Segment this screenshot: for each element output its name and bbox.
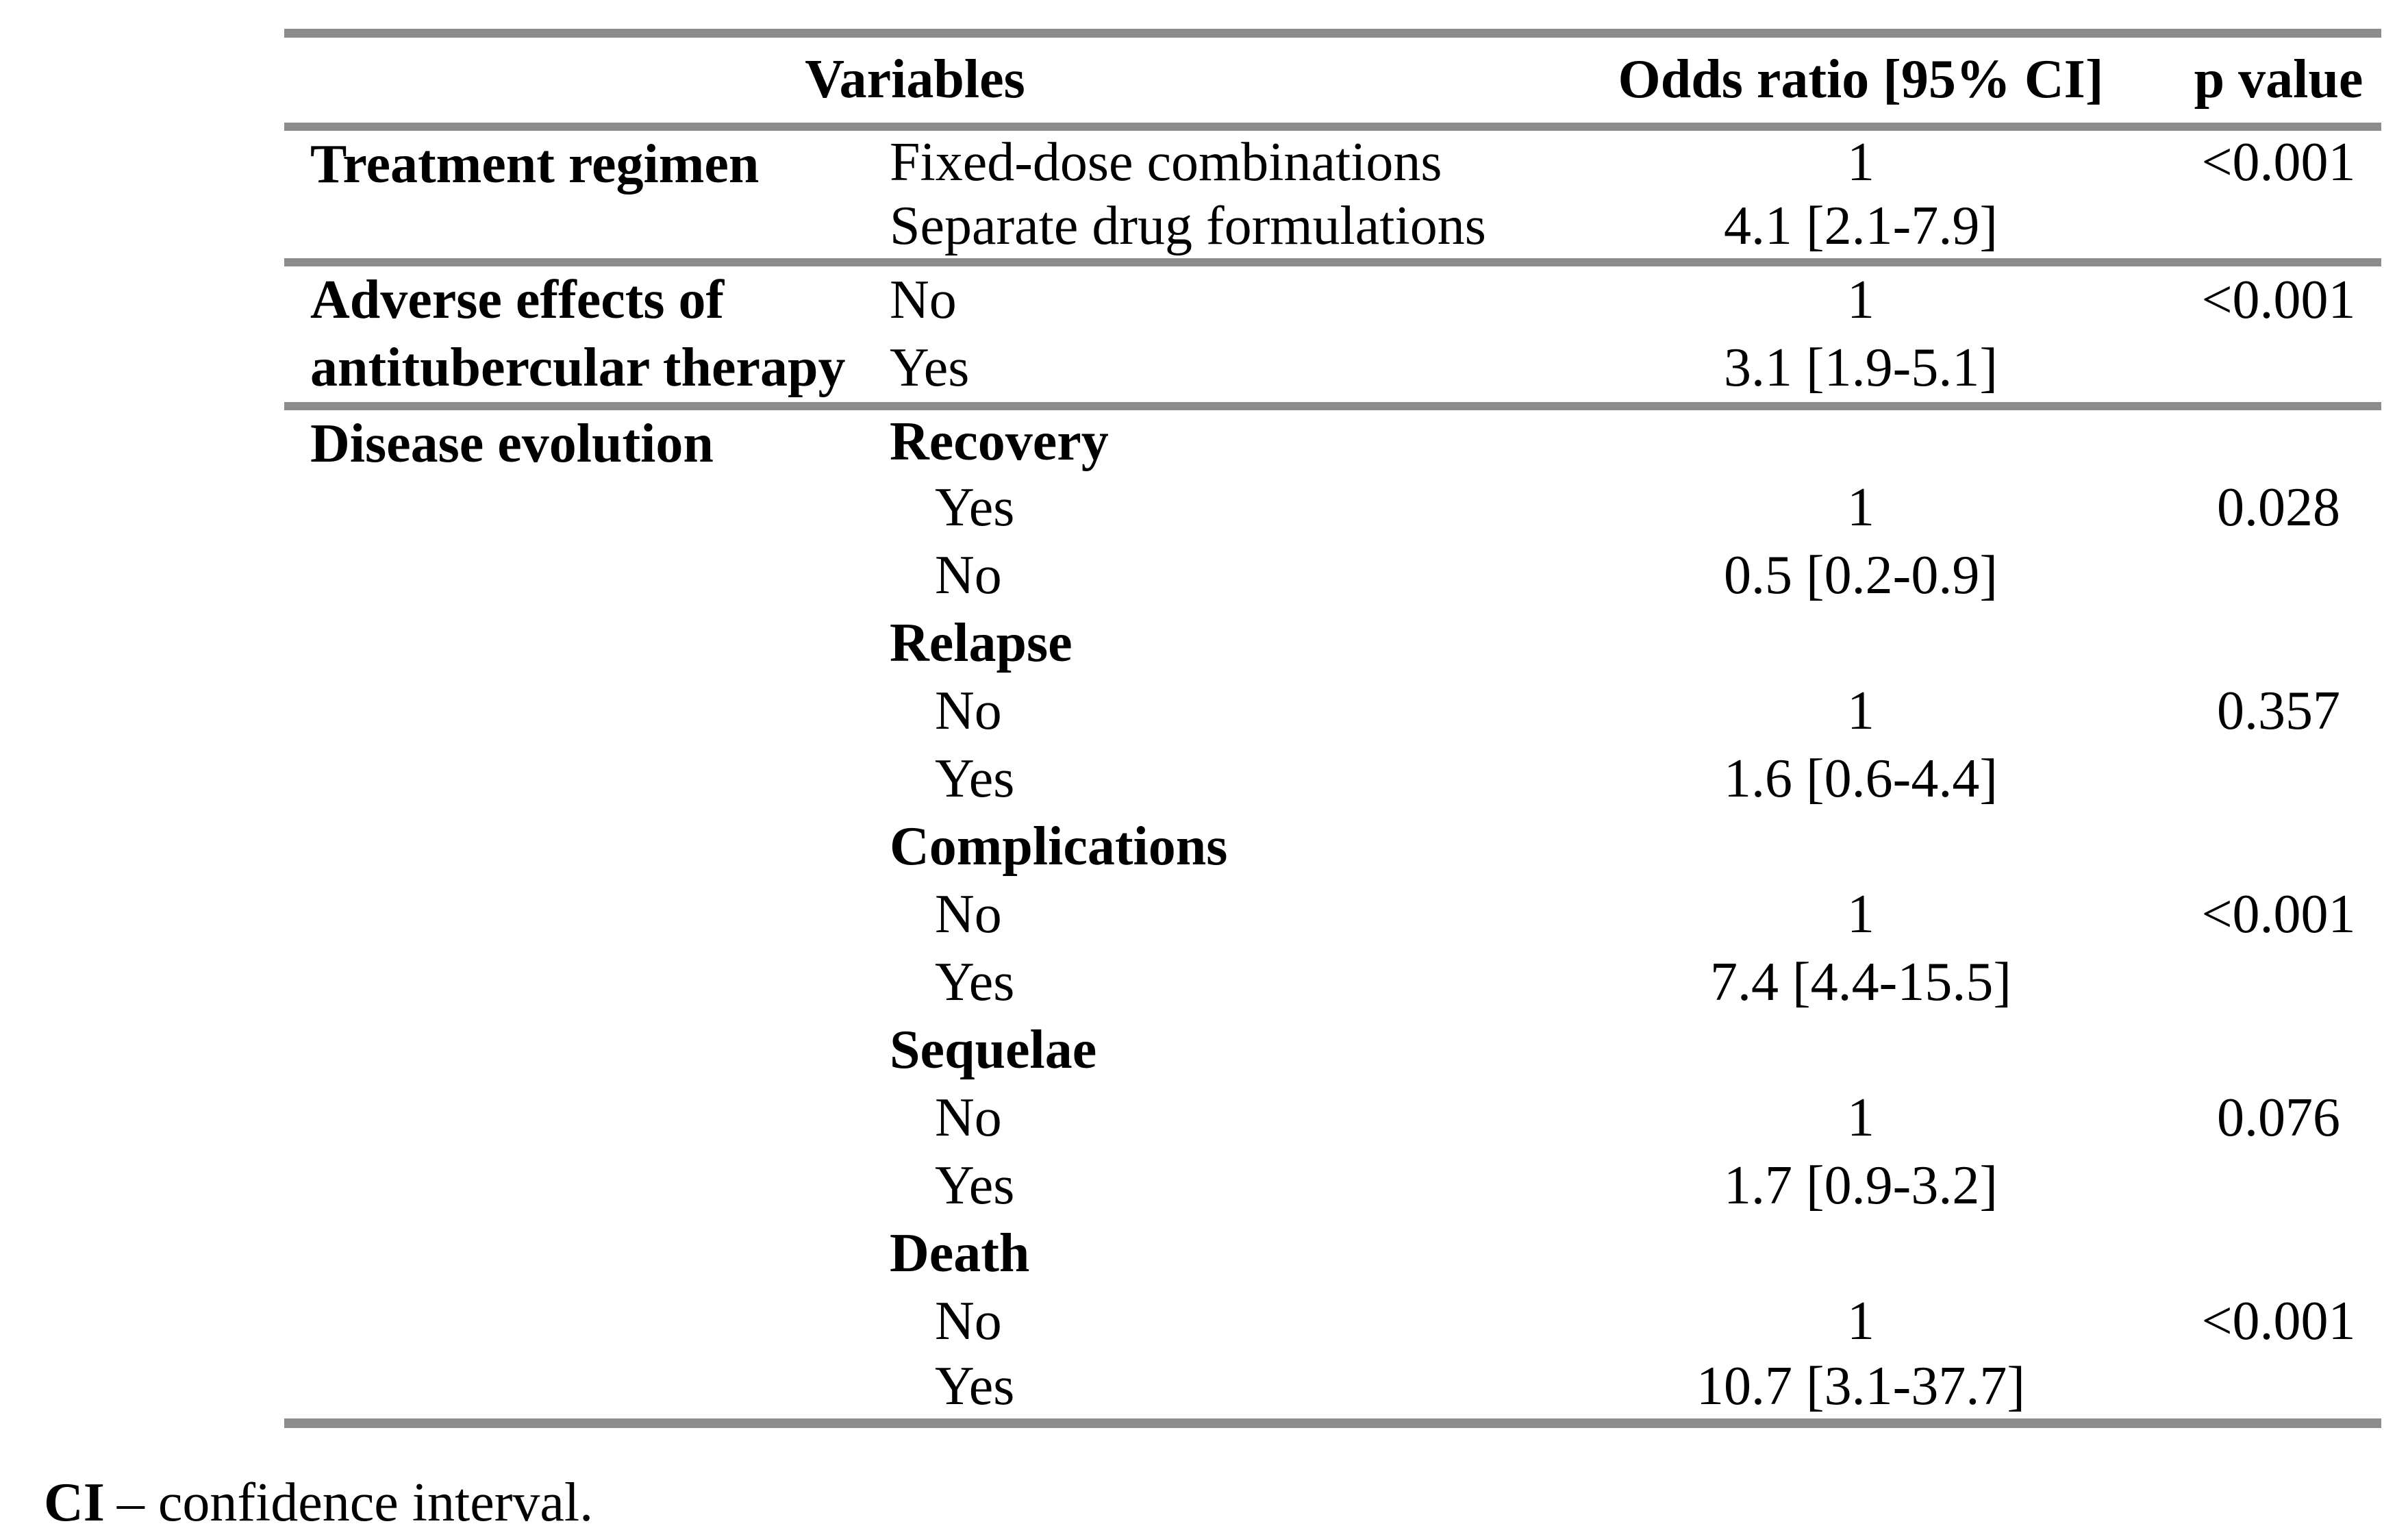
category-cell: Yes	[890, 337, 970, 398]
table-footnote: CI – confidence interval.	[44, 1471, 593, 1534]
variable-cell: Adverse effects of antitubercular therap…	[284, 262, 881, 406]
table-row: Yes 1 0.028	[284, 474, 2381, 542]
table-row: Yes 3.1 [1.9-5.1]	[284, 334, 2381, 406]
odds-ratio-cell: 1	[1847, 269, 1874, 330]
odds-ratio-cell: 1.7 [0.9-3.2]	[1724, 1155, 1998, 1216]
table-row: Death	[284, 1220, 2381, 1288]
odds-ratio-cell: 3.1 [1.9-5.1]	[1724, 337, 1998, 398]
subsection-cell: Relapse	[890, 612, 1073, 673]
odds-ratio-cell: 1	[1847, 680, 1874, 741]
category-cell: Yes	[935, 477, 1015, 538]
odds-ratio-cell	[1546, 406, 2176, 474]
p-value-cell	[2176, 334, 2381, 406]
footnote-text: – confidence interval.	[116, 1473, 594, 1533]
p-value-cell	[2176, 1152, 2381, 1220]
p-value-cell	[2176, 195, 2381, 262]
table-row: Yes 1.6 [0.6-4.4]	[284, 745, 2381, 813]
odds-ratio-cell	[1546, 610, 2176, 677]
p-value-cell	[2176, 406, 2381, 474]
table-row: Yes 7.4 [4.4-15.5]	[284, 949, 2381, 1016]
subsection-cell: Death	[890, 1223, 1030, 1284]
table-row: Yes 10.7 [3.1-37.7]	[284, 1355, 2381, 1423]
variable-cell: Disease evolution	[284, 406, 881, 1423]
p-value-cell	[2176, 949, 2381, 1016]
table-header-row: Variables Odds ratio [95% CI] p value	[284, 33, 2381, 131]
variable-label-line-1: Adverse effects of	[310, 269, 725, 330]
subsection-cell: Complications	[890, 816, 1228, 877]
odds-ratio-cell: 1	[1847, 1290, 1874, 1351]
category-cell: No	[890, 269, 957, 330]
p-value-cell: <0.001	[2201, 884, 2356, 944]
p-value-cell	[2176, 1220, 2381, 1288]
category-cell: No	[935, 884, 1002, 944]
category-cell: No	[935, 545, 1002, 605]
odds-ratio-cell: 10.7 [3.1-37.7]	[1696, 1356, 2025, 1416]
table-row: No 1 0.076	[284, 1084, 2381, 1152]
p-value-cell: 0.357	[2217, 680, 2340, 741]
table-row: No 1 <0.001	[284, 881, 2381, 949]
category-cell: Yes	[935, 951, 1015, 1012]
table-row: Disease evolution Recovery	[284, 405, 2381, 474]
odds-ratio-cell: 4.1 [2.1-7.9]	[1724, 195, 1998, 256]
variable-cell: Treatment regimen	[284, 127, 881, 262]
odds-ratio-cell	[1546, 1016, 2176, 1084]
category-cell: Yes	[935, 1356, 1015, 1416]
odds-ratio-cell	[1546, 813, 2176, 881]
variable-label: Disease evolution	[310, 413, 714, 474]
category-cell: No	[935, 1290, 1002, 1351]
p-value-cell	[2176, 813, 2381, 881]
p-value-cell: 0.076	[2217, 1087, 2340, 1148]
category-cell: No	[935, 1087, 1002, 1148]
p-value-cell: <0.001	[2201, 1290, 2356, 1351]
variable-label-line-2: antitubercular therapy	[310, 337, 846, 398]
footnote-abbreviation: CI	[44, 1473, 105, 1533]
p-value-cell: 0.028	[2217, 477, 2340, 538]
odds-ratio-cell: 1.6 [0.6-4.4]	[1724, 748, 1998, 809]
odds-ratio-cell: 0.5 [0.2-0.9]	[1724, 545, 1998, 605]
table-row: Treatment regimen Fixed-dose combination…	[284, 127, 2381, 195]
table-row: Yes 1.7 [0.9-3.2]	[284, 1152, 2381, 1220]
odds-ratio-cell: 1	[1847, 1087, 1874, 1148]
odds-ratio-cell	[1546, 1220, 2176, 1288]
column-header-p-value: p value	[2176, 33, 2381, 131]
table-row: No 0.5 [0.2-0.9]	[284, 542, 2381, 610]
table-row: No 1 <0.001	[284, 1288, 2381, 1355]
category-cell: Yes	[935, 1155, 1015, 1216]
category-cell: Yes	[935, 748, 1015, 809]
subsection-cell: Sequelae	[890, 1019, 1097, 1080]
column-header-variables: Variables	[284, 33, 1546, 131]
odds-ratio-table: Variables Odds ratio [95% CI] p value Tr…	[284, 29, 2381, 1428]
odds-ratio-cell: 7.4 [4.4-15.5]	[1710, 951, 2011, 1012]
p-value-cell: <0.001	[2201, 132, 2356, 192]
p-value-cell	[2176, 1355, 2381, 1423]
table-row: Complications	[284, 813, 2381, 881]
p-value-cell	[2176, 542, 2381, 610]
p-value-cell	[2176, 610, 2381, 677]
column-header-odds-ratio: Odds ratio [95% CI]	[1546, 33, 2176, 131]
variable-label: Treatment regimen	[310, 134, 760, 195]
odds-ratio-cell: 1	[1847, 132, 1874, 192]
odds-ratio-cell: 1	[1847, 884, 1874, 944]
table-row: Separate drug formulations 4.1 [2.1-7.9]	[284, 195, 2381, 262]
table-row: No 1 0.357	[284, 677, 2381, 745]
category-cell: Separate drug formulations	[890, 195, 1486, 256]
table-row: Adverse effects of antitubercular therap…	[284, 262, 2381, 398]
category-cell: No	[935, 680, 1002, 741]
subsection-cell: Recovery	[890, 411, 1109, 472]
p-value-cell: <0.001	[2201, 269, 2356, 330]
table-row: Relapse	[284, 610, 2381, 677]
p-value-cell	[2176, 1016, 2381, 1084]
table-row: Sequelae	[284, 1016, 2381, 1084]
p-value-cell	[2176, 745, 2381, 813]
category-cell: Fixed-dose combinations	[890, 132, 1442, 192]
odds-ratio-cell: 1	[1847, 477, 1874, 538]
